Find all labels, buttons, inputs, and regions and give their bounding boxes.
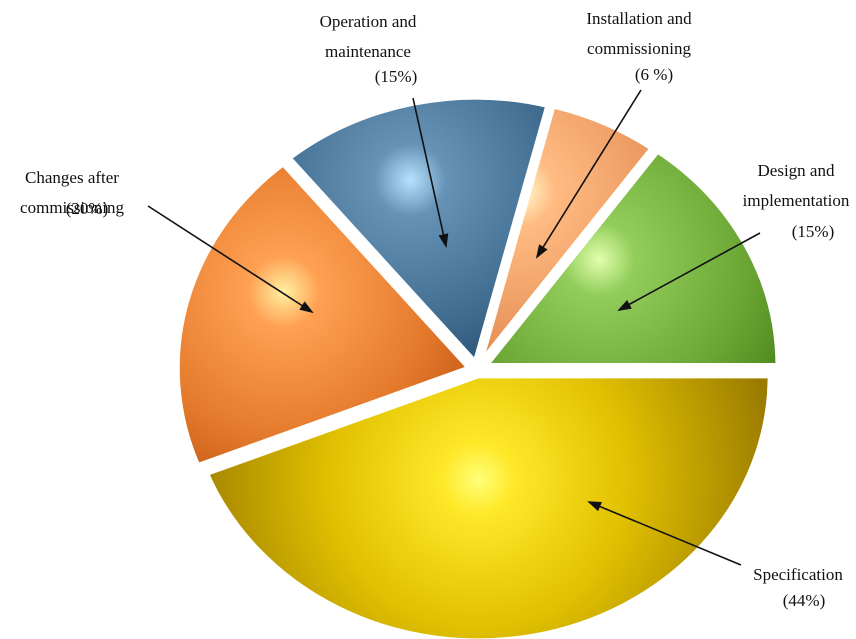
slice-value-label-operation: (15%)	[375, 67, 417, 86]
slice-label-line1: Changes after commissioning	[20, 168, 124, 217]
arrow-specification	[587, 501, 742, 566]
pie-slice-changes-after-commissioning	[174, 161, 472, 469]
slice-value-label-installation: (6 %)	[635, 65, 673, 84]
pie-slice-installation-and-commissioning	[477, 103, 655, 366]
pie-slice-operation-and-maintenance	[286, 94, 551, 365]
slice-label-name: Specification	[753, 565, 843, 584]
callout-arrows	[147, 89, 761, 566]
pie-slice-design-and-implementation	[483, 148, 781, 368]
arrow-design-and-implementation	[617, 232, 761, 311]
arrow-installation-and-commissioning	[535, 89, 642, 259]
arrow-changes-after-commissioning	[147, 205, 314, 314]
slice-label-line1: Installation and commissioning	[586, 9, 692, 58]
pie-slice-specification	[204, 373, 773, 639]
label-operation-and-maintenance: Operation and maintenance	[320, 12, 417, 61]
pie-slices	[174, 94, 781, 639]
label-specification: Specification	[753, 565, 843, 584]
arrow-operation-and-maintenance	[412, 97, 449, 248]
slice-label-line1: Design and implementation	[743, 161, 850, 210]
label-design-and-implementation: Design and implementation	[743, 161, 850, 210]
label-changes-after-commissioning: Changes after commissioning	[20, 168, 124, 217]
slice-label-line1: Operation and maintenance	[320, 12, 417, 61]
slice-value-label-specification: (44%)	[783, 591, 825, 610]
slice-value-label-design: (15%)	[792, 222, 834, 241]
label-installation-and-commissioning: Installation and commissioning	[586, 9, 692, 58]
slice-value-label-changes: (20%)	[66, 199, 108, 218]
